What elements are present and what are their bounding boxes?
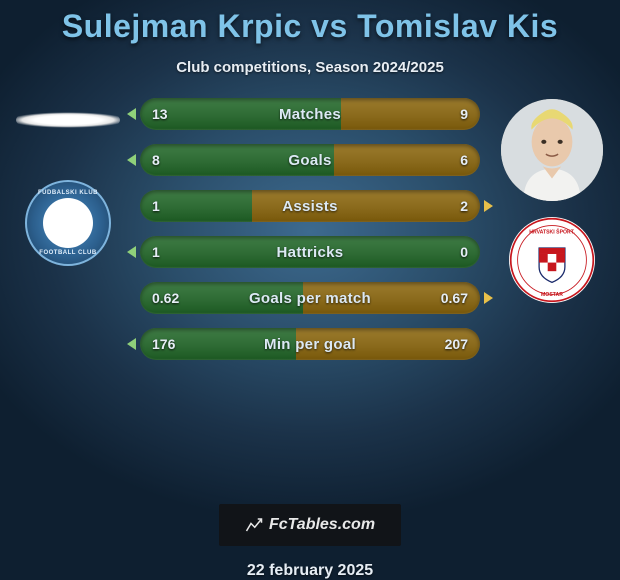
arrow-right-icon — [484, 200, 493, 212]
right-player-photo — [501, 99, 603, 201]
stat-bars: Matches139Goals86Assists12Hattricks10Goa… — [140, 98, 480, 360]
stat-value-right: 0 — [460, 244, 468, 260]
stat-row-wrapper: Hattricks1 0 — [140, 236, 480, 268]
chart-icon — [245, 516, 263, 534]
stat-row: Assists1 2 — [140, 190, 480, 222]
stat-row: Goals per match0.62 0.67 — [140, 282, 480, 314]
stat-value-right: 9 — [460, 106, 468, 122]
stat-value-left: 1 — [152, 198, 160, 214]
stat-label: Goals — [140, 152, 480, 169]
page-title: Sulejman Krpic vs Tomislav Kis — [62, 8, 558, 45]
right-player-column: HRVATSKI ŠPORT. MOSTAR — [492, 94, 612, 303]
stat-value-right: 207 — [445, 336, 468, 352]
stat-label: Min per goal — [140, 336, 480, 353]
arrow-left-icon — [127, 338, 136, 350]
stat-row: Matches13 9 — [140, 98, 480, 130]
stat-value-left: 8 — [152, 152, 160, 168]
stat-row-wrapper: Matches13 9 — [140, 98, 480, 130]
stat-row-wrapper: Goals per match0.62 0.67 — [140, 282, 480, 314]
arrow-left-icon — [127, 154, 136, 166]
stat-value-right: 0.67 — [441, 290, 468, 306]
right-club-badge: HRVATSKI ŠPORT. MOSTAR — [509, 217, 595, 303]
stat-value-left: 176 — [152, 336, 175, 352]
footer-date: 22 february 2025 — [247, 562, 373, 580]
stat-label: Matches — [140, 106, 480, 123]
subtitle: Club competitions, Season 2024/2025 — [176, 59, 444, 76]
stat-value-left: 0.62 — [152, 290, 179, 306]
footer-brand-tag: FcTables.com — [219, 504, 401, 546]
arrow-left-icon — [127, 246, 136, 258]
stat-value-left: 13 — [152, 106, 168, 122]
left-player-column: FUDBALSKI KLUB FOOTBALL CLUB — [8, 94, 128, 266]
stat-value-right: 2 — [460, 198, 468, 214]
stat-value-left: 1 — [152, 244, 160, 260]
left-player-photo-placeholder — [16, 106, 120, 134]
stat-row-wrapper: Assists1 2 — [140, 190, 480, 222]
left-badge-text-top: FUDBALSKI KLUB — [27, 190, 109, 196]
stat-row: Goals8 6 — [140, 144, 480, 176]
stat-row-wrapper: Min per goal176 207 — [140, 328, 480, 360]
stat-row: Hattricks1 0 — [140, 236, 480, 268]
stat-label: Goals per match — [140, 290, 480, 307]
stat-row: Min per goal176 207 — [140, 328, 480, 360]
arrow-left-icon — [127, 108, 136, 120]
stat-value-right: 6 — [460, 152, 468, 168]
stat-label: Hattricks — [140, 244, 480, 261]
stat-row-wrapper: Goals8 6 — [140, 144, 480, 176]
footer-brand-text: FcTables.com — [269, 516, 375, 534]
svg-text:MOSTAR: MOSTAR — [541, 292, 563, 298]
left-badge-text-bottom: FOOTBALL CLUB — [27, 250, 109, 256]
left-club-badge: FUDBALSKI KLUB FOOTBALL CLUB — [25, 180, 111, 266]
svg-text:HRVATSKI ŠPORT.: HRVATSKI ŠPORT. — [529, 227, 575, 235]
comparison-content: FUDBALSKI KLUB FOOTBALL CLUB — [0, 94, 620, 498]
arrow-right-icon — [484, 292, 493, 304]
stat-label: Assists — [140, 198, 480, 215]
